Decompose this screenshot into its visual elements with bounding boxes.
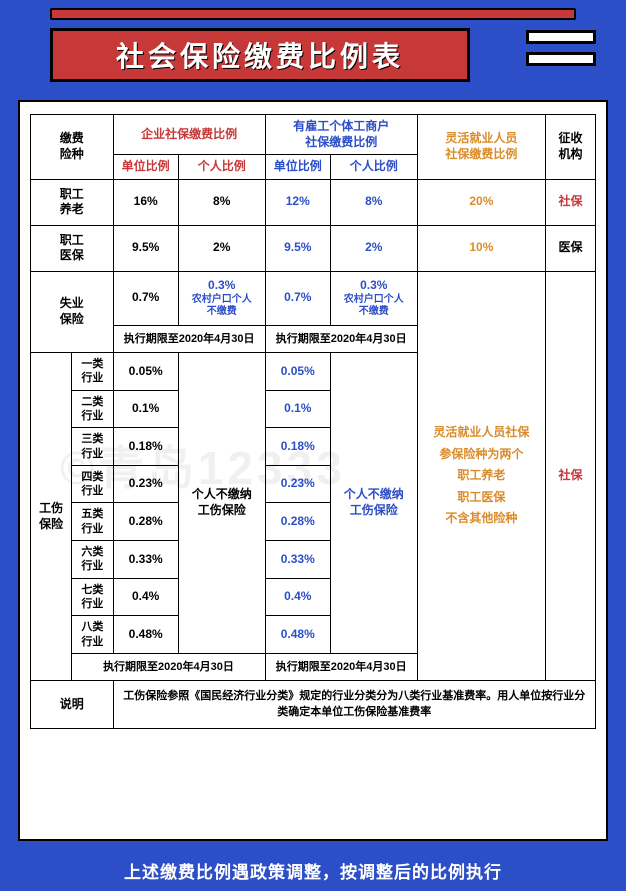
injury-deadline-ent: 执行期限至2020年4月30日 [72, 653, 265, 680]
injury-biz-8: 0.48% [265, 616, 330, 654]
injury-biz-6: 0.33% [265, 541, 330, 579]
medical-agency: 医保 [545, 225, 595, 271]
table-sheet: ©青岛12333 缴费险种 企业社保缴费比例 有雇工个体工商户社保缴费比例 灵活… [18, 100, 608, 841]
injury-cat-6: 六类行业 [72, 541, 113, 579]
pension-biz-unit: 12% [265, 179, 330, 225]
label-injury: 工伤保险 [31, 353, 72, 681]
header-ent-personal: 个人比例 [178, 155, 265, 180]
injury-ent-2: 0.1% [113, 390, 178, 428]
table-header-row: 缴费险种 企业社保缴费比例 有雇工个体工商户社保缴费比例 灵活就业人员社保缴费比… [31, 115, 596, 155]
label-pension: 职工养老 [31, 179, 114, 225]
top-red-strip [50, 8, 576, 20]
header-individual-biz: 有雇工个体工商户社保缴费比例 [265, 115, 417, 155]
injury-biz-1: 0.05% [265, 353, 330, 391]
header-agency: 征收机构 [545, 115, 595, 180]
unemp-biz-personal-note: 农村户口个人不缴费 [333, 294, 415, 318]
injury-cat-2: 二类行业 [72, 390, 113, 428]
unemp-ent-unit: 0.7% [113, 271, 178, 325]
row-explain: 说明 工伤保险参照《国民经济行业分类》规定的行业分类分为八类行业基准费率。用人单… [31, 681, 596, 729]
pension-ent-personal: 8% [178, 179, 265, 225]
unemp-ent-personal-rate: 0.3% [181, 278, 263, 294]
header-biz-unit: 单位比例 [265, 155, 330, 180]
injury-biz-5: 0.28% [265, 503, 330, 541]
medical-ent-unit: 9.5% [113, 225, 178, 271]
injury-cat-4: 四类行业 [72, 465, 113, 503]
injury-biz-3: 0.18% [265, 428, 330, 466]
header-biz-personal: 个人比例 [330, 155, 417, 180]
label-explain: 说明 [31, 681, 114, 729]
injury-cat-1: 一类行业 [72, 353, 113, 391]
unemp-biz-personal: 0.3% 农村户口个人不缴费 [330, 271, 417, 325]
injury-ent-1: 0.05% [113, 353, 178, 391]
injury-biz-4: 0.23% [265, 465, 330, 503]
injury-ent-8: 0.48% [113, 616, 178, 654]
injury-ent-personal-note: 个人不缴纳工伤保险 [178, 353, 265, 654]
header-flexible: 灵活就业人员社保缴费比例 [417, 115, 545, 180]
unemp-biz-personal-rate: 0.3% [333, 278, 415, 294]
unemp-deadline-biz: 执行期限至2020年4月30日 [265, 325, 417, 352]
injury-ent-4: 0.23% [113, 465, 178, 503]
medical-flexible: 10% [417, 225, 545, 271]
row-pension: 职工养老 16% 8% 12% 8% 20% 社保 [31, 179, 596, 225]
injury-cat-3: 三类行业 [72, 428, 113, 466]
injury-ent-3: 0.18% [113, 428, 178, 466]
medical-ent-personal: 2% [178, 225, 265, 271]
pension-agency: 社保 [545, 179, 595, 225]
flexible-injury-note: 灵活就业人员社保参保险种为两个职工养老职工医保不含其他险种 [417, 271, 545, 680]
unemp-deadline-ent: 执行期限至2020年4月30日 [113, 325, 265, 352]
pension-ent-unit: 16% [113, 179, 178, 225]
page-title: 社会保险缴费比例表 [50, 28, 470, 82]
injury-biz-2: 0.1% [265, 390, 330, 428]
pension-biz-personal: 8% [330, 179, 417, 225]
header-ent-unit: 单位比例 [113, 155, 178, 180]
insurance-table: 缴费险种 企业社保缴费比例 有雇工个体工商户社保缴费比例 灵活就业人员社保缴费比… [30, 114, 596, 729]
unemp-biz-unit: 0.7% [265, 271, 330, 325]
medical-biz-unit: 9.5% [265, 225, 330, 271]
label-medical: 职工医保 [31, 225, 114, 271]
injury-cat-7: 七类行业 [72, 578, 113, 616]
injury-biz-personal-note: 个人不缴纳工伤保险 [330, 353, 417, 654]
header-insurance-type: 缴费险种 [31, 115, 114, 180]
unemp-ent-personal: 0.3% 农村户口个人不缴费 [178, 271, 265, 325]
injury-ent-6: 0.33% [113, 541, 178, 579]
injury-deadline-biz: 执行期限至2020年4月30日 [265, 653, 417, 680]
medical-biz-personal: 2% [330, 225, 417, 271]
row-unemployment: 失业保险 0.7% 0.3% 农村户口个人不缴费 0.7% 0.3% 农村户口个… [31, 271, 596, 325]
row-medical: 职工医保 9.5% 2% 9.5% 2% 10% 医保 [31, 225, 596, 271]
pension-flexible: 20% [417, 179, 545, 225]
injury-cat-8: 八类行业 [72, 616, 113, 654]
injury-ent-7: 0.4% [113, 578, 178, 616]
equals-decoration [526, 30, 596, 74]
flexible-agency: 社保 [545, 271, 595, 680]
footer-note: 上述缴费比例遇政策调整，按调整后的比例执行 [0, 858, 626, 883]
label-unemployment: 失业保险 [31, 271, 114, 352]
explain-text: 工伤保险参照《国民经济行业分类》规定的行业分类分为八类行业基准费率。用人单位按行… [113, 681, 595, 729]
unemp-ent-personal-note: 农村户口个人不缴费 [181, 294, 263, 318]
header-enterprise: 企业社保缴费比例 [113, 115, 265, 155]
injury-ent-5: 0.28% [113, 503, 178, 541]
injury-biz-7: 0.4% [265, 578, 330, 616]
injury-cat-5: 五类行业 [72, 503, 113, 541]
